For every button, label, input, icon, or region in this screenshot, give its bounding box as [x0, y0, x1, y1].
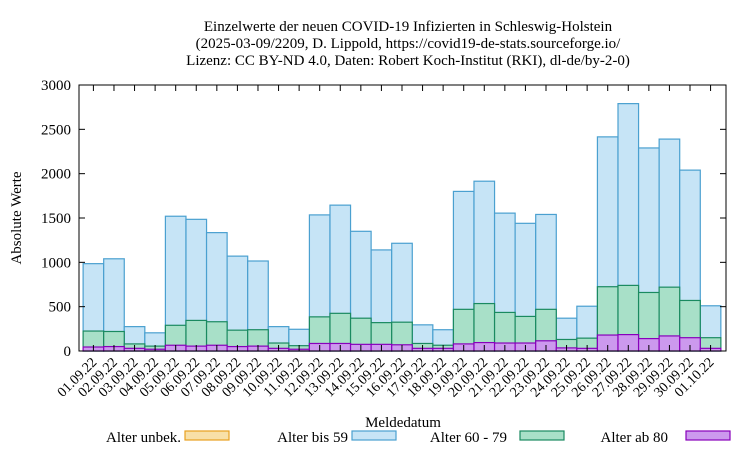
- title-line-3: Lizenz: CC BY-ND 4.0, Daten: Robert Koch…: [186, 53, 630, 69]
- legend-label: Alter ab 80: [601, 430, 668, 446]
- legend-swatch: [685, 430, 731, 441]
- title-line-2: (2025-03-09/2209, D. Lippold, https://co…: [196, 36, 621, 52]
- y-tick-label: 3000: [41, 78, 71, 94]
- y-tick-label: 2500: [41, 122, 71, 138]
- y-axis: 0 500 1000 1500 2000 2500 3000: [41, 78, 726, 360]
- y-axis-label: Absolute Werte: [9, 171, 25, 264]
- bars: [82, 103, 722, 352]
- legend-label: Alter bis 59: [277, 430, 348, 446]
- y-tick-label: 2000: [41, 167, 71, 183]
- chart-title: Einzelwerte der neuen COVID-19 Infiziert…: [186, 19, 630, 69]
- y-tick-label: 0: [64, 344, 72, 360]
- y-tick-label: 1500: [41, 211, 71, 227]
- legend-swatch: [351, 430, 397, 441]
- y-tick-label: 1000: [41, 255, 71, 271]
- title-line-1: Einzelwerte der neuen COVID-19 Infiziert…: [204, 19, 613, 35]
- legend-label: Alter 60 - 79: [430, 430, 507, 446]
- y-tick-label: 500: [49, 300, 72, 316]
- legend: Alter unbek. Alter bis 59 Alter 60 - 79 Alt…: [106, 430, 731, 446]
- legend-swatch: [519, 430, 565, 441]
- x-axis-label: Meldedatum: [365, 415, 441, 431]
- legend-label: Alter unbek.: [106, 430, 181, 446]
- legend-swatch: [184, 430, 230, 441]
